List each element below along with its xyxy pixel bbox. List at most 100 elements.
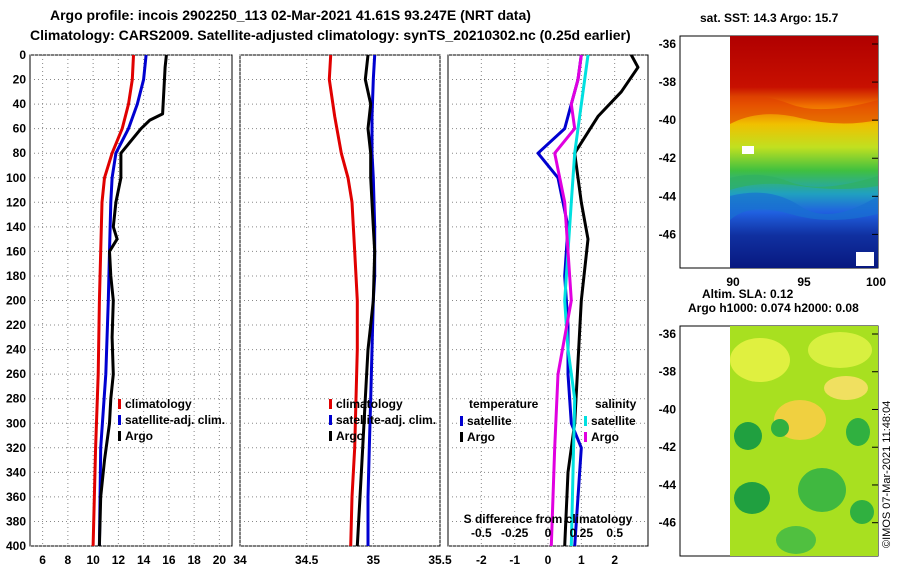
sla-blob-2 bbox=[808, 332, 872, 368]
x-tick-label-salinity: -0.5 bbox=[471, 526, 492, 540]
legend-swatch bbox=[329, 431, 332, 441]
legend-heading-salinity: salinity bbox=[595, 397, 637, 411]
series-line-satellite-adj-clim- bbox=[97, 54, 148, 547]
difference-panel: -2 -1 0 1 2 -0.5 -0.25 0 0.25 0.5S difference fro… bbox=[447, 54, 649, 567]
x-tick-label: 20 bbox=[213, 553, 227, 567]
sst-front-cool bbox=[730, 192, 878, 220]
y-tick-label: 340 bbox=[6, 465, 26, 479]
series-line-climatology bbox=[91, 54, 135, 547]
figure-title-line1: Argo profile: incois 2902250_113 02-Mar-… bbox=[50, 7, 531, 23]
sla-eddy-1 bbox=[734, 422, 762, 450]
map-y-tick-label: -36 bbox=[659, 327, 677, 341]
figure-title-line2: Climatology: CARS2009. Satellite-adjuste… bbox=[30, 27, 631, 43]
sla-blob-1 bbox=[730, 338, 790, 382]
x-tick-label: 34 bbox=[233, 553, 247, 567]
sst-map-axes: -36 -38 -40 -42 -44 -46 90 95 100 bbox=[659, 37, 887, 289]
sst-front-mid bbox=[730, 174, 878, 190]
x-tick-label-salinity: 0 bbox=[545, 526, 552, 540]
sst-cloud-gap-2 bbox=[856, 252, 874, 266]
map-x-tick-label: 90 bbox=[726, 275, 740, 289]
y-tick-label: 320 bbox=[6, 441, 26, 455]
sla-eddy-7 bbox=[776, 526, 816, 554]
sst-front-warm bbox=[730, 96, 878, 124]
map-y-tick-label: -44 bbox=[659, 478, 677, 492]
legend-label: Argo bbox=[591, 430, 619, 444]
legend-swatch bbox=[584, 432, 587, 442]
y-tick-label: 360 bbox=[6, 490, 26, 504]
y-tick-label: 160 bbox=[6, 244, 26, 258]
sla-eddy-2 bbox=[771, 419, 789, 437]
map-y-tick-label: -42 bbox=[659, 440, 677, 454]
x-tick-label-salinity: 0.5 bbox=[606, 526, 623, 540]
y-tick-label: 380 bbox=[6, 514, 26, 528]
x-tick-label: 0 bbox=[545, 553, 552, 567]
x-tick-label: 34.5 bbox=[295, 553, 319, 567]
temperature-panel: 6 8 10 12 14 16 18 2002040608010012014016018020… bbox=[6, 48, 233, 567]
map-y-tick-label: -40 bbox=[659, 113, 677, 127]
salinity-panel: 34 34.5 35 35.5 climatology satellite-adj. cl… bbox=[233, 54, 452, 567]
series-line-argo bbox=[97, 54, 168, 547]
y-tick-label: 120 bbox=[6, 195, 26, 209]
legend-swatch bbox=[118, 431, 121, 441]
sla-eddy-6 bbox=[850, 500, 874, 524]
y-tick-label: 280 bbox=[6, 392, 26, 406]
legend-label: satellite-adj. clim. bbox=[125, 413, 225, 427]
x-tick-label: -1 bbox=[509, 553, 520, 567]
sst-map-image bbox=[730, 36, 878, 268]
legend-swatch bbox=[118, 399, 121, 409]
x-tick-label: 16 bbox=[162, 553, 176, 567]
sla-eddy-5 bbox=[798, 468, 846, 512]
map-y-tick-label: -42 bbox=[659, 151, 677, 165]
sla-map-title-line1: Altim. SLA: 0.12 bbox=[702, 287, 794, 301]
legend-swatch bbox=[584, 416, 587, 426]
legend-label: Argo bbox=[125, 429, 153, 443]
x-tick-label-salinity: -0.25 bbox=[501, 526, 529, 540]
sst-map-title: sat. SST: 14.3 Argo: 15.7 bbox=[700, 11, 839, 25]
legend-label: climatology bbox=[125, 397, 192, 411]
legend-label: satellite bbox=[467, 414, 512, 428]
sla-eddy-4 bbox=[734, 482, 770, 514]
y-tick-label: 60 bbox=[13, 122, 27, 136]
legend-swatch bbox=[118, 415, 121, 425]
y-tick-label: 0 bbox=[19, 48, 26, 62]
x-tick-label: 1 bbox=[578, 553, 585, 567]
sst-gradient bbox=[730, 36, 878, 268]
y-tick-label: 40 bbox=[13, 97, 27, 111]
series-line-salinity-satellite bbox=[563, 54, 590, 547]
legend-label: satellite bbox=[591, 414, 636, 428]
map-y-tick-label: -46 bbox=[659, 227, 677, 241]
x-tick-label: 14 bbox=[137, 553, 151, 567]
y-tick-label: 260 bbox=[6, 367, 26, 381]
y-tick-label: 180 bbox=[6, 269, 26, 283]
map-x-tick-label: 100 bbox=[866, 275, 886, 289]
y-tick-label: 100 bbox=[6, 171, 26, 185]
sla-map-title-line2: Argo h1000: 0.074 h2000: 0.08 bbox=[688, 301, 859, 315]
sla-map-axes: -36 -38 -40 -42 -44 -46 bbox=[659, 327, 878, 530]
y-tick-label: 300 bbox=[6, 416, 26, 430]
x-tick-label: 8 bbox=[65, 553, 72, 567]
y-tick-label: 400 bbox=[6, 539, 26, 553]
series-line-salinity-argo bbox=[549, 54, 583, 547]
sla-high-1 bbox=[824, 376, 868, 400]
map-x-tick-label: 95 bbox=[797, 275, 811, 289]
legend-swatch bbox=[460, 416, 463, 426]
x-tick-label: 10 bbox=[86, 553, 100, 567]
sla-map-image bbox=[730, 326, 878, 556]
map-y-tick-label: -44 bbox=[659, 189, 677, 203]
y-tick-label: 80 bbox=[13, 146, 27, 160]
legend-swatch bbox=[329, 415, 332, 425]
legend-label: Argo bbox=[467, 430, 495, 444]
x-tick-label: 35 bbox=[367, 553, 381, 567]
series-line-argo bbox=[355, 54, 377, 547]
x-tick-label: 18 bbox=[187, 553, 201, 567]
credit-text: ©IMOS 07-Mar-2021 11:48:04 bbox=[881, 401, 893, 548]
y-tick-label: 20 bbox=[13, 73, 27, 87]
legend-swatch bbox=[329, 399, 332, 409]
sst-cloud-gap-1 bbox=[742, 146, 754, 154]
legend-label: Argo bbox=[336, 429, 364, 443]
legend-heading-temperature: temperature bbox=[469, 397, 539, 411]
legend-label: climatology bbox=[336, 397, 403, 411]
y-tick-label: 200 bbox=[6, 294, 26, 308]
map-y-tick-label: -38 bbox=[659, 365, 677, 379]
x-tick-label: 6 bbox=[39, 553, 46, 567]
